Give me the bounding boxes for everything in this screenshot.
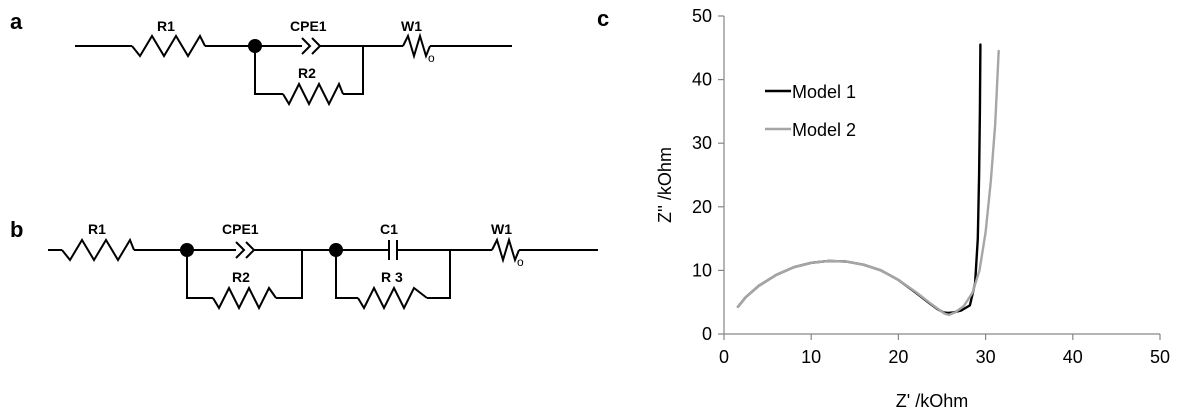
panel-b-r1-label: R1 — [88, 221, 106, 237]
panel-a-r2-resistor — [282, 81, 344, 107]
panel-a-r2-label: R2 — [298, 65, 316, 81]
panel-b-r3-loop — [335, 250, 451, 299]
series-line-2 — [736, 49, 1000, 317]
y-tick-label: 40 — [692, 70, 712, 90]
panel-b: b o R1 CPE1 C1 W1 R2 R 3 — [10, 217, 598, 311]
x-tick-label: 10 — [801, 347, 821, 367]
y-axis-title: Z'' /kOhm — [655, 147, 675, 223]
impedance-chart: 0 10 20 30 40 50 0 10 20 30 40 50 Z' /kOhm Z'' /kOhm M… — [655, 6, 1170, 411]
x-tick-label: 0 — [719, 347, 729, 367]
y-tick-label: 10 — [692, 260, 712, 280]
panel-a-w1-label: W1 — [401, 18, 422, 34]
panel-b-cpe1-label: CPE1 — [222, 221, 259, 237]
x-tick-label: 20 — [888, 347, 908, 367]
legend-label-2: Model 2 — [792, 120, 856, 140]
series-line-1 — [736, 43, 982, 315]
y-tick-label: 50 — [692, 6, 712, 26]
x-tick-label: 50 — [1150, 347, 1170, 367]
panel-b-w1-element — [491, 236, 520, 264]
panel-b-cpe1-element — [235, 241, 256, 259]
y-tick-label: 20 — [692, 197, 712, 217]
panel-b-r2-resistor — [212, 285, 277, 311]
panel-a-r1-label: R1 — [157, 18, 175, 34]
x-tick-label: 30 — [976, 347, 996, 367]
panel-b-r3-label: R 3 — [381, 269, 403, 285]
legend-label-1: Model 1 — [792, 82, 856, 102]
panel-a-w1-subscript: o — [428, 51, 435, 65]
panel-a-r2-loop — [254, 46, 364, 95]
panel-a-cpe1-element — [301, 37, 322, 55]
panel-b-c1-label: C1 — [380, 221, 398, 237]
panel-b-r2-label: R2 — [232, 269, 250, 285]
panel-a: a o R1 CPE1 W1 R2 — [10, 9, 512, 107]
panel-a-w1-element — [402, 32, 431, 60]
panel-a-r1-resistor — [131, 33, 206, 58]
x-tick-label: 40 — [1063, 347, 1083, 367]
panel-a-letter: a — [10, 9, 23, 34]
panel-b-w1-subscript: o — [517, 255, 524, 269]
panel-c: c 0 10 20 30 40 50 0 10 20 30 40 50 Z' /kOhm Z'' /kOh… — [597, 6, 1170, 411]
y-tick-label: 30 — [692, 133, 712, 153]
panel-b-r2-loop — [186, 250, 303, 299]
panel-c-letter: c — [597, 6, 609, 31]
panel-b-r1-resistor — [61, 237, 135, 262]
y-tick-label: 0 — [702, 324, 712, 344]
panel-b-c1-capacitor — [388, 240, 398, 260]
panel-b-w1-label: W1 — [491, 221, 512, 237]
panel-b-letter: b — [10, 217, 23, 242]
panel-a-cpe1-label: CPE1 — [290, 18, 327, 34]
x-axis-title: Z' /kOhm — [896, 391, 968, 411]
panel-b-r3-resistor — [357, 285, 428, 311]
